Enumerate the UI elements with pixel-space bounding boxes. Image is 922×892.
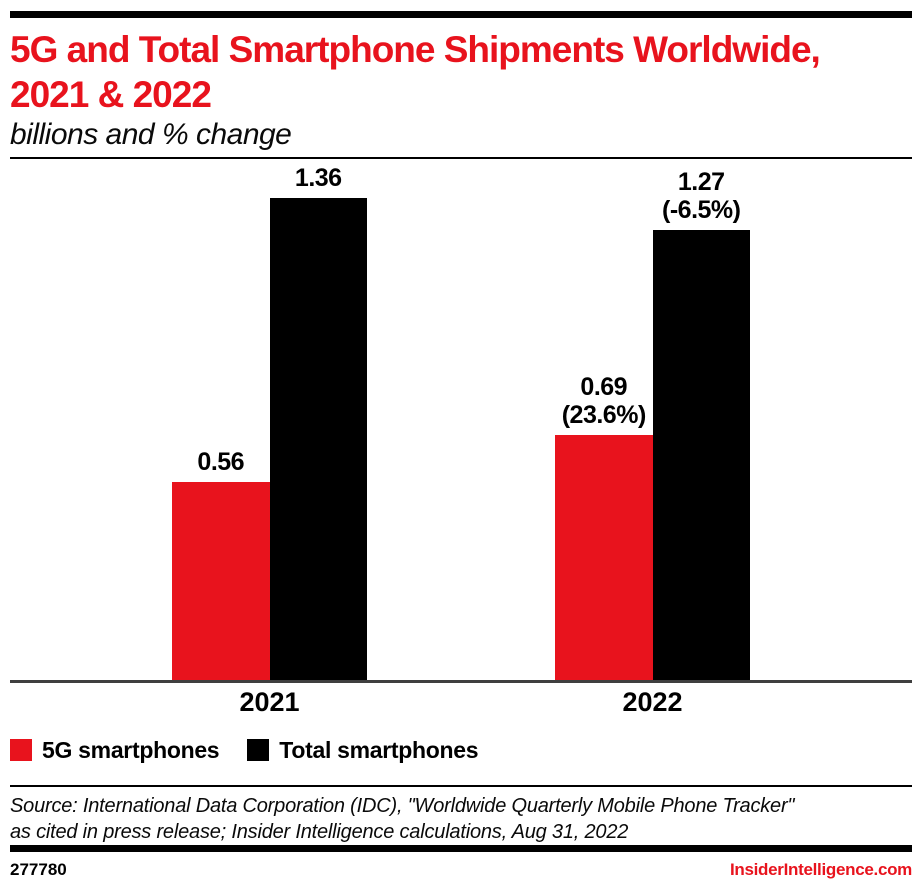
value-label-total-smartphones-2021: 1.36: [294, 164, 342, 192]
site-link[interactable]: InsiderIntelligence.com: [729, 860, 912, 879]
legend-item-5g-smartphones: 5G smartphones: [10, 736, 220, 764]
source-note: Source: International Data Corporation (…: [10, 793, 912, 845]
legend-item-total-smartphones: Total smartphones: [247, 736, 479, 764]
bar-5g-smartphones-2021: [172, 481, 270, 680]
header-rule: [10, 157, 912, 159]
legend-label-total-smartphones: Total smartphones: [279, 736, 479, 763]
top-rule: [10, 11, 912, 18]
bar-5g-smartphones-2022: [555, 435, 653, 680]
legend: 5G smartphones Total smartphones: [10, 737, 912, 763]
chart-number: 277780: [10, 860, 67, 879]
value-label-5g-smartphones-2021: 0.56: [197, 447, 245, 476]
footer: 277780 InsiderIntelligence.com: [10, 859, 912, 881]
legend-swatch-total-smartphones: [247, 739, 270, 761]
chart-subtitle: billions and % change: [10, 118, 292, 151]
legend-label-5g-smartphones: 5G smartphones: [42, 736, 220, 763]
chart-title-line-2: 2021 & 2022: [10, 74, 212, 115]
x-axis-label-2022: 2022: [622, 687, 683, 717]
source-line-1: Source: International Data Corporation (…: [10, 795, 795, 817]
bar-chart: 0.56 1.36 0.69 (23.6%) 1.27 (-6.5%): [10, 159, 912, 683]
legend-swatch-5g-smartphones: [10, 739, 32, 761]
chart-title-line-1: 5G and Total Smartphone Shipments Worldw…: [10, 29, 821, 70]
source-line-2: as cited in press release; Insider Intel…: [10, 821, 629, 843]
source-rule: [10, 785, 912, 787]
chart-title: 5G and Total Smartphone Shipments Worldw…: [10, 27, 912, 117]
bar-total-smartphones-2022: [652, 229, 750, 680]
value-label-total-smartphones-2022: 1.27 (-6.5%): [662, 167, 741, 224]
value-label-5g-smartphones-2022: 0.69 (23.6%): [561, 373, 647, 430]
x-axis-labels: 2021 2022: [10, 683, 912, 719]
x-axis-label-2021: 2021: [239, 687, 300, 717]
bottom-rule: [10, 845, 912, 852]
bar-total-smartphones-2021: [269, 198, 367, 680]
